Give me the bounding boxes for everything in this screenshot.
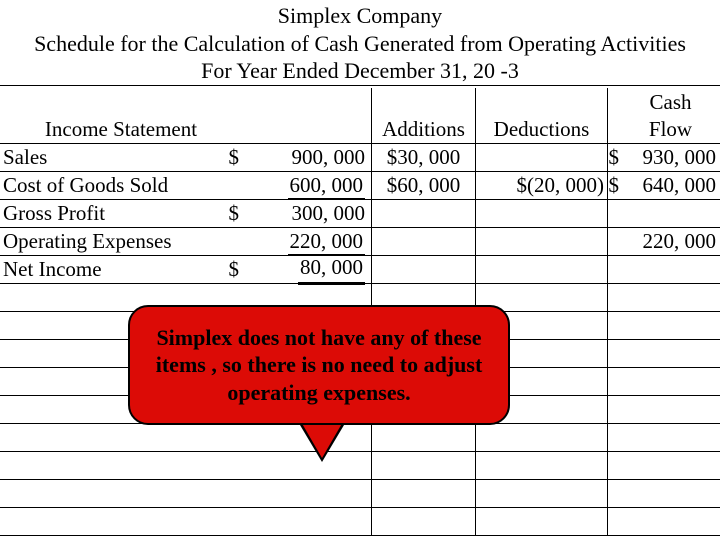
val-sales: 900, 000 <box>242 144 372 171</box>
callout-box: Simplex does not have any of these items… <box>128 305 510 425</box>
val-cogs: 600, 000 <box>288 173 366 199</box>
cur-net: $ <box>228 256 242 283</box>
add-sales: $30, 000 <box>372 144 476 171</box>
blank-row <box>0 480 720 508</box>
row-net: Net Income $ 80, 000 <box>0 256 720 284</box>
label-net: Net Income <box>0 256 228 283</box>
label-sales: Sales <box>0 144 228 171</box>
callout-text: Simplex does not have any of these items… <box>148 324 490 407</box>
ded-sales <box>476 144 608 171</box>
col-additions: Additions <box>372 116 476 143</box>
cfc-sales: $ <box>608 144 622 171</box>
row-gross: Gross Profit $ 300, 000 <box>0 200 720 228</box>
add-cogs: $60, 000 <box>372 172 476 199</box>
val-net: 80, 000 <box>298 255 365 285</box>
cur-opex <box>228 228 242 255</box>
val-opex: 220, 000 <box>288 229 366 255</box>
blank-row <box>0 424 720 452</box>
cfv-cogs: 640, 000 <box>622 172 720 199</box>
cfc-cogs: $ <box>608 172 622 199</box>
title-block: Simplex Company Schedule for the Calcula… <box>0 0 720 86</box>
col-deductions: Deductions <box>476 116 608 143</box>
header-row-1: Cash <box>0 88 720 116</box>
row-opex: Operating Expenses 220, 000 220, 000 <box>0 228 720 256</box>
cur-sales: $ <box>228 144 242 171</box>
label-cogs: Cost of Goods Sold <box>0 172 228 199</box>
row-cogs: Cost of Goods Sold 600, 000 $60, 000 $(2… <box>0 172 720 200</box>
cur-gross: $ <box>228 200 242 227</box>
schedule-title: Schedule for the Calculation of Cash Gen… <box>0 30 720 58</box>
col-flow: Flow <box>622 116 720 143</box>
label-gross: Gross Profit <box>0 200 228 227</box>
cfv-opex: 220, 000 <box>622 228 720 255</box>
val-gross: 300, 000 <box>242 200 372 227</box>
company-name: Simplex Company <box>0 2 720 30</box>
callout-tail <box>300 420 344 458</box>
cur-cogs <box>228 172 242 199</box>
blank-row <box>0 452 720 480</box>
period: For Year Ended December 31, 20 -3 <box>0 57 720 85</box>
cfv-sales: 930, 000 <box>622 144 720 171</box>
header-row-2: Income Statement Additions Deductions Fl… <box>0 116 720 144</box>
label-opex: Operating Expenses <box>0 228 228 255</box>
col-cash: Cash <box>622 88 720 116</box>
row-sales: Sales $ 900, 000 $30, 000 $ 930, 000 <box>0 144 720 172</box>
blank-row <box>0 508 720 536</box>
ded-cogs: $(20, 000) <box>476 172 608 199</box>
col-income-statement: Income Statement <box>0 116 242 143</box>
